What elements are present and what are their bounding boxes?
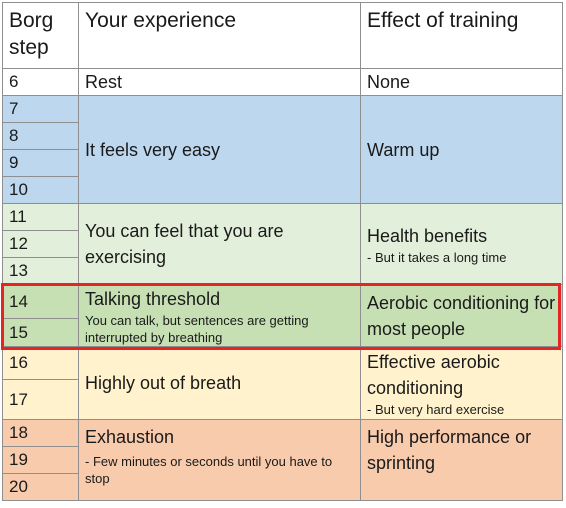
- table-row: 16 Highly out of breath Effective aerobi…: [2, 346, 563, 420]
- table-row: 20: [2, 473, 563, 501]
- step-cell: 6: [2, 68, 79, 96]
- table-row: 7 It feels very easy Warm up: [2, 95, 563, 204]
- step-cell: 16: [2, 346, 79, 380]
- step-cell: 9: [2, 149, 79, 177]
- experience-text: It feels very easy: [85, 139, 221, 160]
- step-cell: 18: [2, 419, 79, 447]
- effect-note: - But it takes a long time: [367, 249, 507, 265]
- effect-cell: High performance or sprinting: [360, 419, 563, 501]
- experience-cell: Highly out of breath: [78, 346, 361, 420]
- header-your-experience: Your experience: [78, 2, 361, 69]
- borg-scale-table: Borg step Your experience Effect of trai…: [2, 2, 563, 501]
- effect-cell: Effective aerobic conditioning - But ver…: [360, 346, 563, 420]
- effect-cell: Aerobic conditioning for most people: [360, 284, 563, 347]
- effect-text: Aerobic conditioning for most people: [367, 292, 556, 339]
- step-cell: 20: [2, 473, 79, 501]
- table-row: 6 Rest None: [2, 68, 563, 96]
- experience-note: - Few minutes or seconds until you have …: [85, 454, 333, 486]
- table-row: 13: [2, 257, 563, 285]
- experience-cell: Talking threshold You can talk, but sent…: [78, 284, 361, 347]
- effect-text: Effective aerobic conditioning: [367, 351, 500, 398]
- table-row: 15: [2, 318, 563, 347]
- table-row: 17: [2, 379, 563, 420]
- experience-text: Talking threshold: [85, 288, 221, 309]
- header-effect-of-training: Effect of training: [360, 2, 563, 69]
- experience-cell: It feels very easy: [78, 95, 361, 204]
- table-row: 9: [2, 149, 563, 177]
- step-cell: 10: [2, 176, 79, 204]
- effect-text: None: [367, 72, 411, 92]
- table-row: 10: [2, 176, 563, 204]
- step-cell: 14: [2, 284, 79, 319]
- experience-cell: Exhaustion - Few minutes or seconds unti…: [78, 419, 361, 501]
- experience-cell: You can feel that you are exercising: [78, 203, 361, 285]
- experience-cell: Rest: [78, 68, 361, 96]
- table-row: 12: [2, 230, 563, 258]
- header-borg-step: Borg step: [2, 2, 79, 69]
- header-row: Borg step Your experience Effect of trai…: [2, 2, 563, 69]
- experience-text: Rest: [85, 72, 123, 92]
- effect-cell: Health benefits - But it takes a long ti…: [360, 203, 563, 285]
- table-row: 18 Exhaustion - Few minutes or seconds u…: [2, 419, 563, 501]
- step-cell: 11: [2, 203, 79, 231]
- experience-text: Highly out of breath: [85, 373, 242, 393]
- step-cell: 8: [2, 122, 79, 150]
- effect-cell: Warm up: [360, 95, 563, 204]
- experience-text: Exhaustion: [85, 427, 175, 447]
- step-cell: 15: [2, 318, 79, 347]
- step-cell: 13: [2, 257, 79, 285]
- step-cell: 17: [2, 379, 79, 420]
- step-cell: 19: [2, 446, 79, 474]
- table-row: 8: [2, 122, 563, 150]
- table-row: 11 You can feel that you are exercising …: [2, 203, 563, 285]
- step-cell: 7: [2, 95, 79, 123]
- effect-cell: None: [360, 68, 563, 96]
- effect-note: - But very hard exercise: [367, 401, 505, 417]
- experience-note: You can talk, but sentences are getting …: [85, 312, 309, 345]
- experience-text: You can feel that you are exercising: [85, 221, 284, 267]
- effect-text: Warm up: [367, 139, 440, 160]
- step-cell: 12: [2, 230, 79, 258]
- effect-text: High performance or sprinting: [367, 427, 532, 473]
- effect-text: Health benefits: [367, 225, 488, 246]
- table-row: 14 Talking threshold You can talk, but s…: [2, 284, 563, 347]
